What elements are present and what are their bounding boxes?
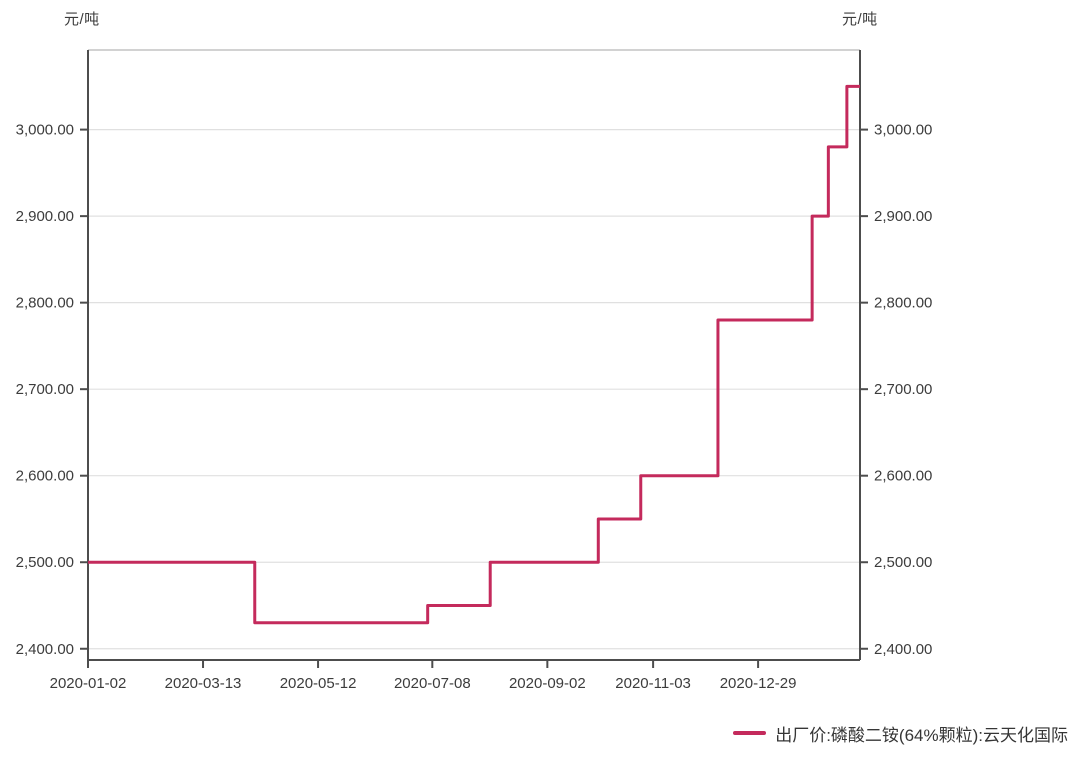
y-tick-label-left: 3,000.00 xyxy=(16,122,74,139)
x-tick-label: 2020-09-02 xyxy=(509,675,586,692)
x-tick-label: 2020-05-12 xyxy=(280,675,357,692)
x-tick-label: 2020-01-02 xyxy=(50,675,127,692)
y-axis-unit-right: 元/吨 xyxy=(842,11,878,28)
legend-line-swatch xyxy=(733,731,767,735)
y-tick-label-left: 2,500.00 xyxy=(16,554,74,571)
y-tick-label-right: 3,000.00 xyxy=(874,122,932,139)
y-tick-label-right: 2,700.00 xyxy=(874,381,932,398)
y-tick-label-left: 2,400.00 xyxy=(16,641,74,658)
price-step-line xyxy=(88,84,860,625)
y-tick-label-left: 2,700.00 xyxy=(16,381,74,398)
y-tick-label-right: 2,400.00 xyxy=(874,641,932,658)
y-tick-label-right: 2,600.00 xyxy=(874,468,932,485)
y-tick-label-right: 2,900.00 xyxy=(874,208,932,225)
y-tick-label-left: 2,800.00 xyxy=(16,295,74,312)
y-tick-label-right: 2,500.00 xyxy=(874,554,932,571)
legend-label: 出厂价:磷酸二铵(64%颗粒):云天化国际 xyxy=(775,725,1068,745)
y-tick-label-left: 2,900.00 xyxy=(16,208,74,225)
y-tick-label-left: 2,600.00 xyxy=(16,468,74,485)
legend: 出厂价:磷酸二铵(64%颗粒):云天化国际 xyxy=(733,722,1068,745)
y-tick-label-right: 2,800.00 xyxy=(874,295,932,312)
y-axis-unit-left: 元/吨 xyxy=(64,11,100,28)
x-tick-label: 2020-12-29 xyxy=(720,675,797,692)
x-tick-label: 2020-11-03 xyxy=(615,675,691,692)
x-tick-label: 2020-03-13 xyxy=(165,675,242,692)
x-tick-label: 2020-07-08 xyxy=(394,675,471,692)
